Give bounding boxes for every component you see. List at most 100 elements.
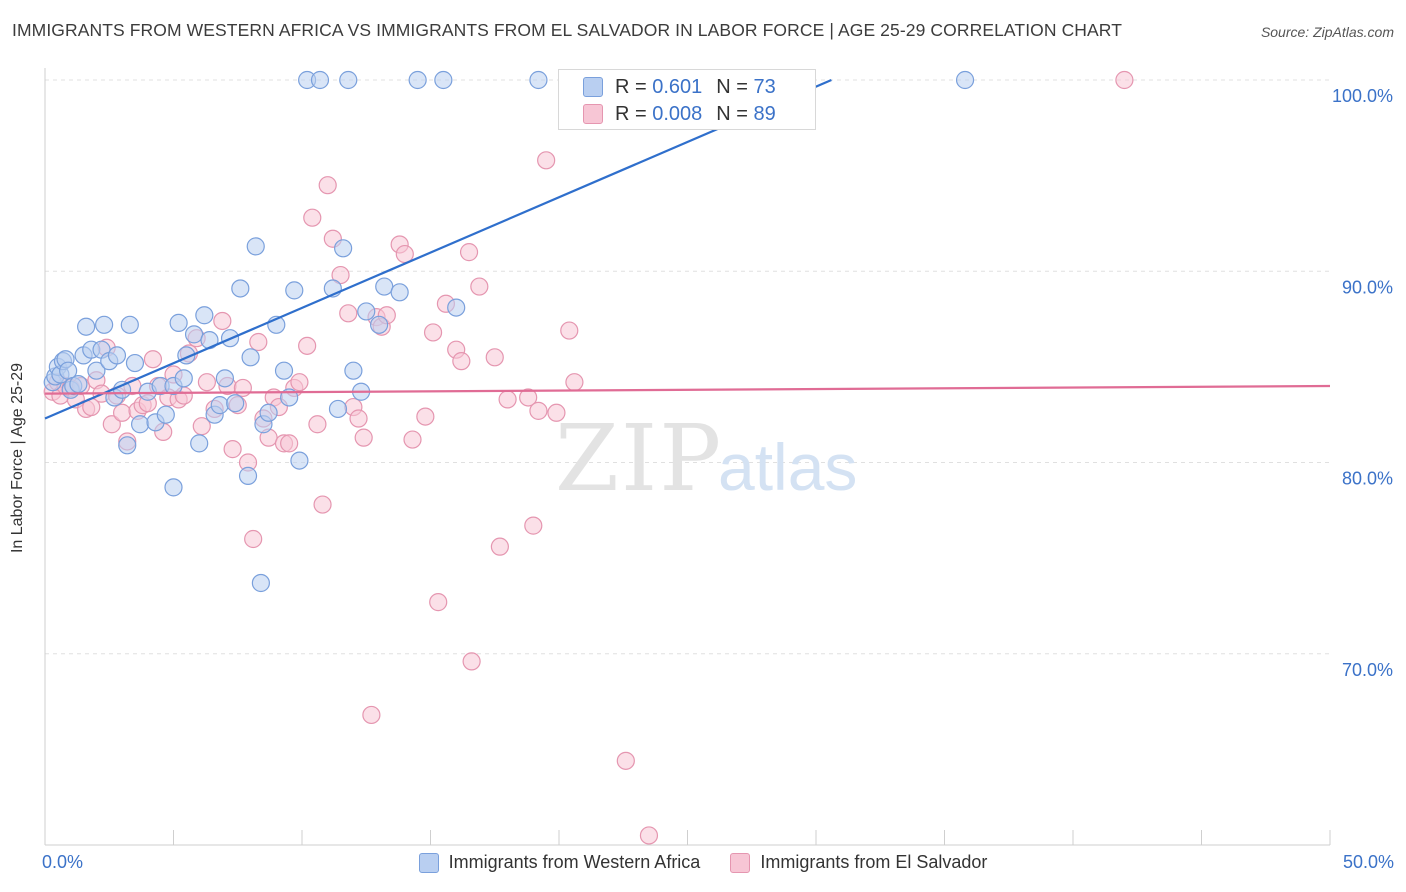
r-label: R = — [615, 75, 647, 98]
pink-point — [462, 652, 481, 671]
pink-point — [547, 403, 566, 422]
legend-swatch-pink — [583, 104, 603, 124]
blue-point — [344, 361, 363, 380]
blue-point — [251, 573, 270, 593]
blue-point — [156, 405, 175, 424]
blue-point — [130, 415, 150, 434]
pink-point — [354, 428, 373, 447]
n-label: N = — [716, 75, 748, 98]
blue-point — [69, 374, 88, 394]
legend-item-western-africa: Immigrants from Western Africa — [418, 852, 701, 873]
blue-point — [164, 478, 183, 497]
pink-point — [280, 434, 299, 453]
pink-point — [537, 151, 556, 170]
blue-point — [87, 361, 106, 380]
pink-point — [298, 336, 317, 355]
source-label: Source: ZipAtlas.com — [1260, 24, 1394, 40]
blue-point — [259, 403, 278, 422]
blue-point — [370, 315, 389, 334]
axes — [44, 68, 1331, 846]
r-value: 0.008 — [652, 102, 703, 125]
blue-point — [290, 451, 309, 470]
blue-point — [77, 317, 96, 336]
blue-point — [246, 237, 265, 256]
blue-point — [434, 70, 453, 90]
y-tick-label: 100.0% — [1332, 86, 1393, 106]
pink-trend-line — [44, 384, 1331, 395]
pink-point — [308, 415, 327, 434]
blue-trend-line — [44, 78, 832, 420]
blue-point — [274, 361, 294, 380]
pink-point — [303, 208, 322, 227]
y-tick-label: 90.0% — [1342, 277, 1393, 297]
pink-point — [213, 311, 232, 331]
pink-point — [197, 373, 217, 392]
n-value: 73 — [753, 75, 776, 98]
n-value: 89 — [753, 102, 776, 125]
legend-row-el-salvador: R = 0.008 N = 89 — [583, 101, 776, 127]
blue-point — [184, 325, 204, 344]
trend-lines — [44, 78, 1331, 420]
pink-point — [331, 265, 350, 285]
r-value: 0.601 — [652, 75, 703, 98]
pink-point — [403, 430, 422, 449]
y-axis-label: In Labor Force | Age 25-29 — [9, 362, 26, 554]
legend-label: Immigrants from Western Africa — [448, 852, 701, 872]
blue-point — [195, 306, 214, 325]
pink-point — [112, 403, 132, 422]
y-tick-label: 70.0% — [1342, 660, 1393, 680]
pink-point — [416, 407, 435, 426]
x-tick-label-max: 50.0% — [1342, 852, 1394, 872]
y-tick-labels: 70.0% 80.0% 90.0% 100.0% — [1332, 86, 1393, 680]
pink-point — [249, 332, 268, 352]
blue-point — [174, 369, 193, 388]
n-label: N = — [716, 102, 748, 125]
blue-point — [310, 70, 330, 90]
pink-point — [102, 415, 121, 434]
correlation-legend: R = 0.601 N = 73 R = 0.008 N = 89 — [558, 69, 816, 130]
legend-row-western-africa: R = 0.601 N = 73 — [583, 74, 776, 100]
pink-point — [485, 348, 504, 367]
pink-point — [143, 350, 163, 369]
blue-point — [285, 281, 304, 300]
chart-title: IMMIGRANTS FROM WESTERN AFRICA VS IMMIGR… — [12, 20, 1123, 40]
blue-point — [107, 346, 127, 365]
pink-point — [429, 593, 448, 612]
blue-point — [95, 315, 114, 334]
series-legend: Immigrants from Western Africa Immigrant… — [0, 852, 1406, 873]
pink-point — [244, 529, 263, 549]
blue-point — [238, 466, 258, 485]
y-tick-label: 80.0% — [1342, 469, 1393, 489]
blue-point — [226, 394, 245, 413]
pink-point — [459, 243, 479, 262]
pink-point — [1115, 70, 1134, 90]
pink-point — [313, 495, 332, 514]
pink-point — [560, 321, 579, 340]
blue-point — [447, 298, 466, 317]
pink-point — [452, 352, 471, 371]
pink-point — [233, 378, 252, 398]
blue-point — [955, 70, 975, 90]
blue-point — [215, 369, 234, 388]
blue-point — [169, 313, 188, 332]
legend-item-el-salvador: Immigrants from El Salvador — [730, 852, 987, 873]
x-tick-label-min: 0.0% — [42, 852, 84, 872]
pink-point — [349, 409, 368, 428]
blue-point — [334, 239, 353, 258]
blue-point — [357, 302, 376, 321]
blue-point — [390, 283, 409, 302]
pink-point — [470, 277, 489, 296]
blue-point — [339, 70, 358, 90]
blue-point — [408, 70, 427, 90]
legend-swatch-blue — [583, 77, 603, 97]
pink-point — [565, 373, 584, 392]
blue-point — [375, 277, 394, 296]
pink-point — [498, 390, 517, 409]
watermark-atlas: atlas — [718, 430, 857, 504]
pink-point — [524, 516, 543, 535]
pink-point — [362, 705, 381, 725]
pink-point — [290, 373, 309, 392]
blue-point — [241, 348, 260, 367]
